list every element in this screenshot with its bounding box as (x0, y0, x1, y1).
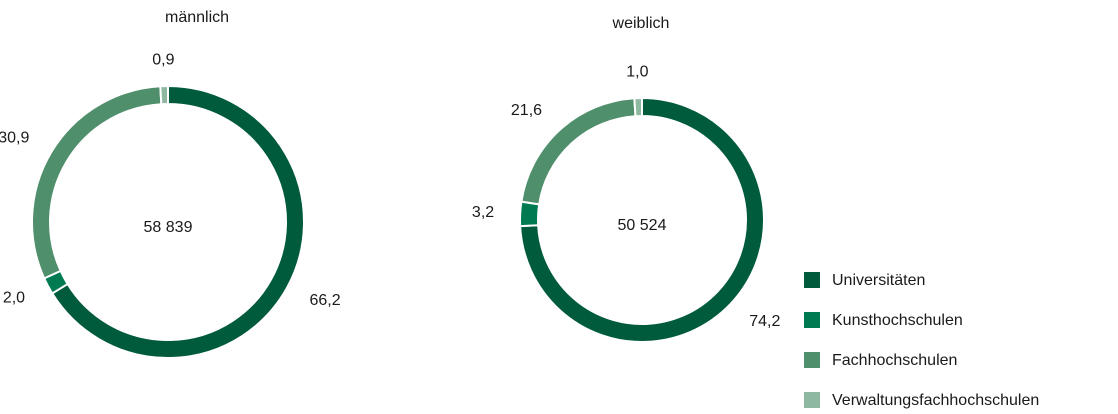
donut-segment (159, 84, 169, 106)
legend-label: Fachhochschulen (832, 352, 957, 369)
legend-label: Universitäten (832, 272, 925, 289)
donut-segment (519, 200, 541, 228)
data-label: 3,2 (472, 204, 494, 221)
data-label: 66,2 (309, 292, 340, 309)
legend-label: Verwaltungsfachhochschulen (832, 392, 1039, 409)
data-label: 21,6 (511, 102, 542, 119)
legend-swatch (804, 272, 820, 288)
legend-swatch (804, 312, 820, 328)
data-label: 1,0 (626, 63, 648, 80)
data-label: 74,2 (749, 313, 780, 330)
legend-swatch (804, 392, 820, 408)
legend-swatch (804, 352, 820, 368)
data-label: 0,9 (152, 51, 174, 68)
data-label: 30,9 (0, 129, 29, 146)
legend-label: Kunsthochschulen (832, 312, 963, 329)
chart-title: weiblich (612, 15, 670, 32)
center-label: 50 524 (618, 217, 667, 234)
donut-segment (633, 96, 643, 118)
donut-segment (31, 85, 163, 280)
data-label: 2,0 (3, 289, 25, 306)
center-label: 58 839 (144, 219, 193, 236)
chart-title: männlich (165, 9, 229, 26)
